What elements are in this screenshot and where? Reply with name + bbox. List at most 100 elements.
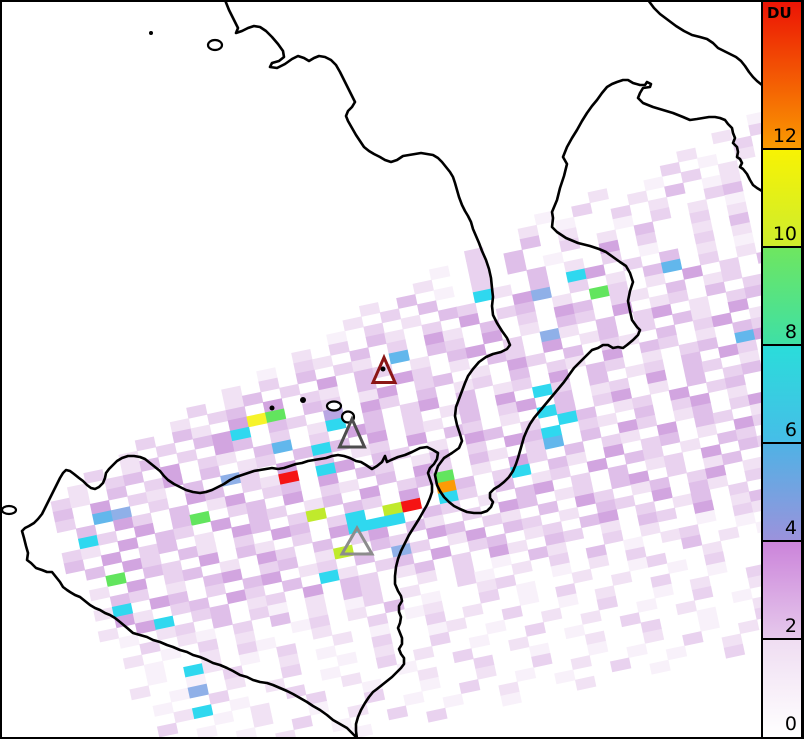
so2-pixel — [121, 557, 144, 573]
so2-pixel — [282, 490, 304, 506]
so2-pixel — [689, 209, 711, 225]
so2-pixel — [478, 588, 500, 604]
so2-pixel — [644, 272, 666, 288]
so2-pixel — [153, 615, 175, 631]
so2-pixel — [370, 536, 392, 552]
so2-pixel — [308, 614, 331, 630]
so2-pixel — [247, 509, 269, 525]
so2-pixel — [281, 577, 303, 593]
so2-pixel — [647, 379, 670, 395]
so2-pixel — [256, 367, 278, 383]
so2-pixel — [553, 303, 576, 319]
so2-pixel — [693, 413, 716, 428]
so2-pixel — [89, 500, 112, 515]
so2-pixel — [417, 666, 439, 682]
so2-pixel — [706, 561, 728, 577]
so2-pixel — [280, 480, 302, 496]
so2-pixel — [205, 496, 228, 512]
colorbar-tick-label: 2 — [784, 615, 797, 637]
so2-pixel — [698, 616, 720, 632]
colorbar-tick — [763, 442, 801, 444]
so2-pixel — [77, 534, 100, 550]
so2-pixel — [221, 385, 243, 401]
so2-pixel — [386, 339, 408, 355]
so2-pixel — [322, 406, 345, 422]
so2-pixel — [602, 529, 624, 545]
so2-pixel — [494, 391, 517, 407]
so2-pixel — [570, 655, 592, 670]
so2-pixel — [468, 267, 490, 283]
island-egadi — [0, 504, 18, 516]
so2-pixel — [199, 465, 221, 481]
so2-pixel — [734, 145, 756, 161]
so2-pixel — [325, 417, 347, 432]
so2-pixel — [667, 289, 689, 305]
island-salina — [300, 397, 306, 403]
so2-pixel — [448, 358, 471, 373]
so2-pixel — [626, 190, 649, 206]
so2-pixel — [190, 424, 212, 440]
so2-pixel — [619, 429, 641, 444]
so2-pixel — [258, 377, 280, 393]
so2-pixel — [531, 652, 553, 668]
so2-pixel — [295, 369, 317, 385]
so2-pixel — [454, 475, 476, 491]
so2-pixel — [555, 313, 578, 329]
so2-pixel — [404, 604, 426, 620]
so2-pixel — [457, 399, 479, 415]
so2-pixel — [574, 492, 597, 508]
so2-pixel — [131, 512, 153, 528]
colorbar-tick — [763, 344, 801, 346]
so2-pixel — [488, 543, 510, 559]
so2-pixel — [727, 298, 750, 314]
so2-pixel — [319, 482, 342, 498]
so2-pixel — [716, 429, 739, 445]
so2-pixel — [403, 691, 425, 706]
so2-pixel — [401, 411, 424, 427]
so2-pixel — [422, 417, 444, 433]
so2-pixel — [689, 575, 712, 591]
colorbar-tick — [763, 246, 801, 248]
so2-pixel — [425, 341, 448, 357]
so2-pixel — [433, 286, 455, 301]
so2-pixel — [657, 334, 680, 350]
so2-pixel — [530, 286, 553, 302]
so2-pixel — [540, 424, 563, 440]
so2-pixel — [188, 597, 210, 613]
so2-pixel — [665, 645, 688, 661]
so2-pixel — [143, 660, 166, 676]
so2-pixel — [475, 664, 497, 680]
so2-pixel — [406, 431, 428, 447]
so2-pixel — [554, 399, 577, 415]
so2-pixel — [503, 249, 525, 265]
so2-pixel — [364, 419, 386, 435]
so2-pixel — [190, 607, 213, 623]
so2-pixel — [378, 394, 401, 410]
so2-pixel — [202, 572, 225, 588]
so2-pixel — [503, 432, 525, 448]
so2-pixel — [466, 257, 488, 273]
so2-pixel — [735, 425, 757, 441]
island-layer — [0, 31, 386, 516]
so2-pixel — [269, 612, 291, 627]
so2-pixel — [112, 516, 135, 532]
so2-pixel — [637, 511, 659, 527]
so2-pixel — [470, 278, 492, 293]
so2-pixel — [171, 428, 194, 444]
so2-pixel — [118, 450, 140, 466]
so2-pixel — [734, 329, 756, 344]
island-oval-north — [206, 38, 224, 52]
so2-pixel — [472, 288, 495, 304]
so2-pixel — [215, 451, 238, 467]
so2-pixel — [563, 258, 585, 273]
so2-pixel — [682, 361, 705, 377]
so2-pixel — [719, 170, 742, 186]
etna-marker — [339, 524, 375, 556]
so2-pixel — [640, 435, 662, 451]
so2-pixel — [594, 585, 616, 601]
so2-pixel — [411, 366, 433, 382]
so2-pixel — [655, 507, 678, 523]
so2-pixel — [533, 210, 556, 226]
so2-pixel — [336, 651, 358, 667]
so2-pixel — [524, 621, 546, 637]
